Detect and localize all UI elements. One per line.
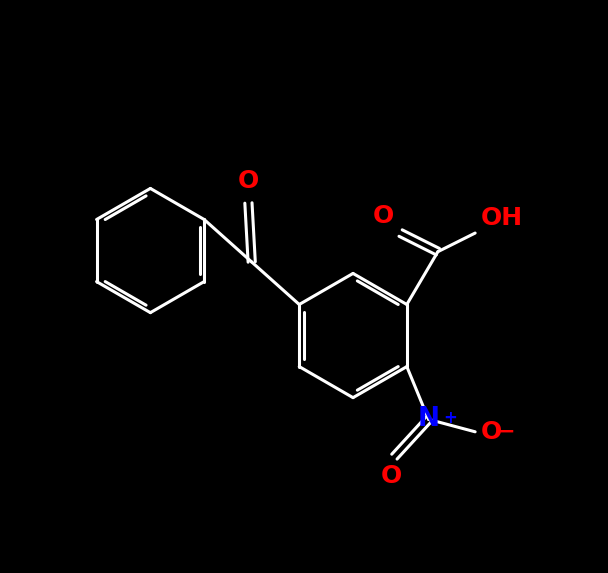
Text: O: O — [373, 204, 394, 228]
Text: OH: OH — [480, 206, 522, 230]
Text: O: O — [238, 169, 259, 193]
Text: N: N — [418, 406, 440, 433]
Text: +: + — [443, 409, 457, 427]
Text: O: O — [381, 465, 402, 489]
Text: −: − — [498, 422, 516, 442]
Text: O: O — [480, 420, 502, 444]
